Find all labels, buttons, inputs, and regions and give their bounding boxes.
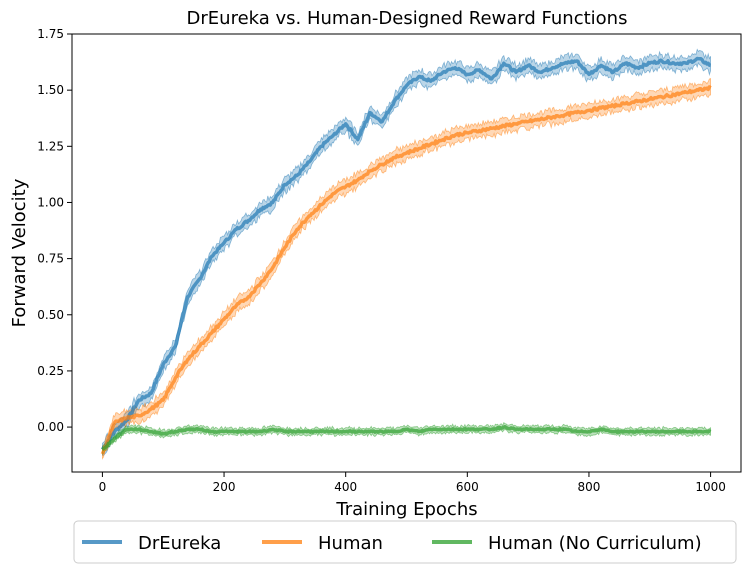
y-tick: 0.25 xyxy=(37,364,72,378)
series-lines xyxy=(100,56,712,455)
legend-items: DrEureka Human Human (No Curriculum) xyxy=(82,533,702,554)
x-tick: 800 xyxy=(578,472,601,494)
x-axis-title: Training Epochs xyxy=(335,499,477,520)
y-tick: 0.00 xyxy=(37,420,72,434)
legend: DrEureka Human Human (No Curriculum) xyxy=(73,520,737,564)
x-tick: 1000 xyxy=(695,472,726,494)
x-tick-label: 800 xyxy=(578,480,601,494)
y-tick: 1.75 xyxy=(37,27,72,41)
x-tick-label: 1000 xyxy=(695,480,726,494)
x-tick: 600 xyxy=(456,472,479,494)
y-tick-label: 1.75 xyxy=(37,27,64,41)
y-axis-ticks: 0.00 0.25 0.50 0.75 1.00 1.25 1.50 1.75 xyxy=(37,27,72,434)
chart-title: DrEureka vs. Human-Designed Reward Funct… xyxy=(187,8,628,29)
legend-label: DrEureka xyxy=(138,533,221,554)
series-band xyxy=(102,48,711,456)
y-tick-label: 0.00 xyxy=(37,420,64,434)
legend-label: Human (No Curriculum) xyxy=(488,533,702,554)
legend-frame xyxy=(73,520,737,564)
y-tick: 0.75 xyxy=(37,252,72,266)
series-line xyxy=(100,85,712,455)
series-line xyxy=(101,424,712,451)
y-tick-label: 0.75 xyxy=(37,252,64,266)
x-tick: 200 xyxy=(213,472,236,494)
y-tick-label: 0.50 xyxy=(37,308,64,322)
legend-item: Human xyxy=(262,533,383,554)
y-tick-label: 1.25 xyxy=(37,139,64,153)
y-axis-title: Forward Velocity xyxy=(9,178,30,327)
y-tick: 1.25 xyxy=(37,139,72,153)
y-tick-label: 0.25 xyxy=(37,364,64,378)
plot-frame xyxy=(71,33,742,473)
series-line xyxy=(100,56,712,451)
y-tick-label: 1.00 xyxy=(37,195,64,209)
y-tick: 0.50 xyxy=(37,308,72,322)
y-tick: 1.00 xyxy=(37,195,72,209)
x-tick: 0 xyxy=(99,472,107,494)
confidence-bands xyxy=(102,48,711,460)
legend-item: DrEureka xyxy=(82,533,221,554)
series-band xyxy=(102,78,711,460)
legend-item: Human (No Curriculum) xyxy=(432,533,702,554)
x-tick-label: 600 xyxy=(456,480,479,494)
y-tick: 1.50 xyxy=(37,83,72,97)
x-tick-label: 200 xyxy=(213,480,236,494)
x-tick-label: 0 xyxy=(99,480,107,494)
legend-label: Human xyxy=(318,533,383,554)
y-tick-label: 1.50 xyxy=(37,83,64,97)
x-tick-label: 400 xyxy=(334,480,357,494)
x-tick: 400 xyxy=(334,472,357,494)
plot-area xyxy=(71,33,742,473)
x-axis-ticks: 0 200 400 600 800 1000 xyxy=(99,472,726,494)
